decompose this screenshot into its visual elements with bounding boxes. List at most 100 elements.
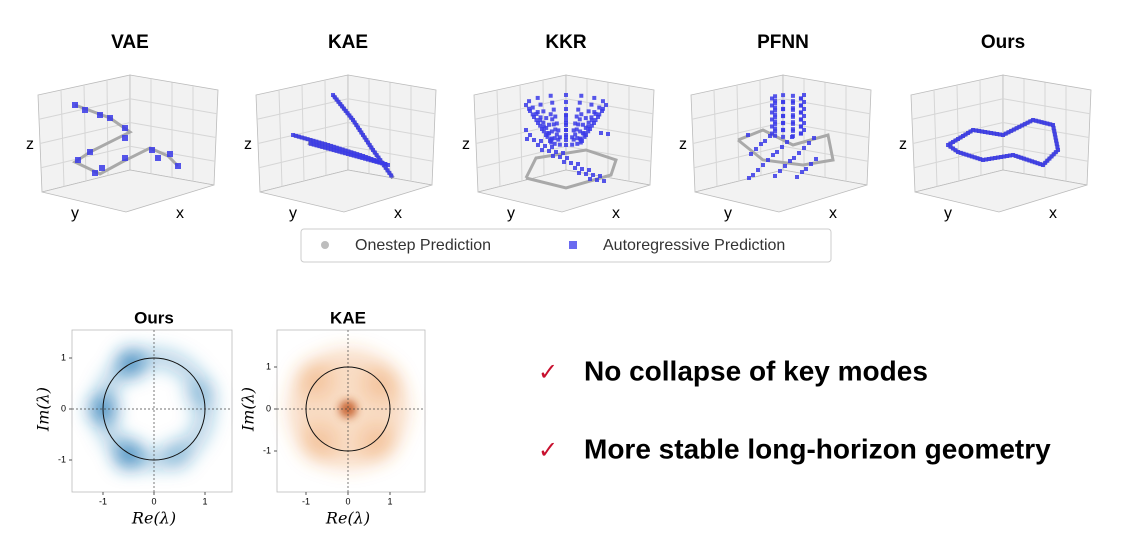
- pane: [41, 169, 215, 213]
- autoregressive-point: [374, 159, 379, 164]
- pane: [477, 169, 651, 213]
- autoregressive-point: [812, 136, 816, 140]
- autoregressive-point: [578, 129, 583, 134]
- autoregressive-point: [599, 131, 603, 135]
- autoregressive-point: [802, 100, 806, 104]
- autoregressive-point: [352, 120, 357, 125]
- x-tick-label: -1: [302, 496, 310, 506]
- density-blob: [359, 424, 396, 461]
- autoregressive-point: [964, 152, 969, 157]
- autoregressive-point: [314, 143, 319, 148]
- autoregressive-point: [956, 137, 960, 141]
- autoregressive-point: [355, 152, 360, 157]
- autoregressive-point: [761, 163, 765, 167]
- axis-label: y: [507, 205, 515, 222]
- axis-label: x: [1049, 205, 1057, 222]
- autoregressive-point: [576, 162, 580, 166]
- autoregressive-point: [961, 134, 965, 138]
- autoregressive-point: [343, 148, 348, 153]
- autoregressive-point: [781, 121, 786, 126]
- autoregressive-point: [790, 107, 795, 112]
- autoregressive-point: [299, 135, 304, 140]
- grid-line: [1002, 122, 1090, 138]
- grid-line: [347, 122, 435, 138]
- autoregressive-point: [770, 117, 774, 122]
- autoregressive-point: [951, 140, 955, 144]
- autoregressive-point: [548, 112, 553, 117]
- axis-label: z: [462, 136, 470, 153]
- y-tick-label: -1: [263, 445, 271, 455]
- autoregressive-point: [564, 143, 568, 147]
- autoregressive-point: [600, 106, 605, 111]
- autoregressive-point: [795, 175, 799, 179]
- autoregressive-point: [564, 107, 568, 111]
- grid-line: [913, 145, 1004, 169]
- autoregressive-point: [317, 144, 322, 149]
- autoregressive-point: [775, 150, 779, 154]
- autoregressive-point: [953, 148, 958, 153]
- autoregressive-point: [972, 155, 977, 160]
- autoregressive-point: [551, 154, 555, 158]
- autoregressive-point: [773, 133, 778, 138]
- autoregressive-point: [770, 103, 774, 108]
- autoregressive-point: [528, 133, 532, 137]
- panel-3d: VAE z y x: [26, 32, 219, 222]
- autoregressive-point: [589, 115, 594, 120]
- grid-line: [782, 122, 870, 138]
- autoregressive-point: [783, 164, 787, 168]
- grid-line: [782, 145, 869, 162]
- density-blob: [114, 440, 143, 469]
- autoregressive-point: [948, 144, 953, 149]
- autoregressive-point: [606, 132, 610, 136]
- autoregressive-point: [773, 122, 778, 127]
- autoregressive-point: [987, 157, 991, 161]
- autoregressive-point: [809, 162, 813, 166]
- grid-line: [106, 79, 109, 176]
- autoregressive-point: [525, 137, 529, 141]
- autoregressive-point: [747, 176, 751, 180]
- autoregressive-point: [597, 105, 602, 110]
- panel-3d: KAE z y x: [244, 32, 437, 222]
- legend-marker: [321, 241, 329, 249]
- autoregressive-point: [376, 155, 381, 160]
- autoregressive-point: [770, 96, 774, 101]
- autoregressive-point: [1051, 126, 1056, 131]
- axis-label: y: [944, 205, 952, 222]
- autoregressive-point: [543, 144, 547, 148]
- autoregressive-point: [334, 148, 339, 153]
- x-tick-label: 0: [151, 496, 156, 506]
- autoregressive-point: [798, 124, 803, 129]
- autoregressive-point: [591, 173, 595, 177]
- autoregressive-point: [773, 174, 777, 178]
- autoregressive-point: [584, 172, 588, 176]
- autoregressive-point: [589, 123, 594, 128]
- autoregressive-point: [389, 173, 394, 178]
- unit-circle: [102, 357, 206, 461]
- autoregressive-point: [768, 134, 772, 138]
- autoregressive-point: [587, 168, 591, 172]
- autoregressive-point: [548, 93, 553, 98]
- autoregressive-point: [966, 131, 970, 135]
- autoregressive-point: [1019, 155, 1024, 160]
- autoregressive-point: [984, 157, 988, 162]
- autoregressive-point: [541, 109, 546, 114]
- autoregressive-point: [807, 141, 811, 145]
- autoregressive-point: [797, 151, 801, 155]
- autoregressive-point: [586, 120, 591, 125]
- autoregressive-point: [534, 118, 539, 123]
- autoregressive-point: [751, 173, 755, 177]
- plot-title: Ours: [134, 308, 174, 327]
- autoregressive-point: [527, 99, 532, 104]
- autoregressive-point: [383, 162, 388, 167]
- autoregressive-point: [592, 95, 597, 100]
- autoregressive-point: [332, 95, 337, 100]
- autoregressive-point: [1051, 152, 1056, 157]
- unit-circle: [305, 366, 391, 452]
- autoregressive-point: [948, 141, 953, 146]
- autoregressive-point: [541, 124, 546, 129]
- autoregressive-point: [541, 129, 546, 134]
- autoregressive-point: [573, 166, 577, 170]
- autoregressive-point: [1045, 121, 1050, 126]
- density-blob: [296, 361, 333, 398]
- autoregressive-point: [1049, 154, 1054, 159]
